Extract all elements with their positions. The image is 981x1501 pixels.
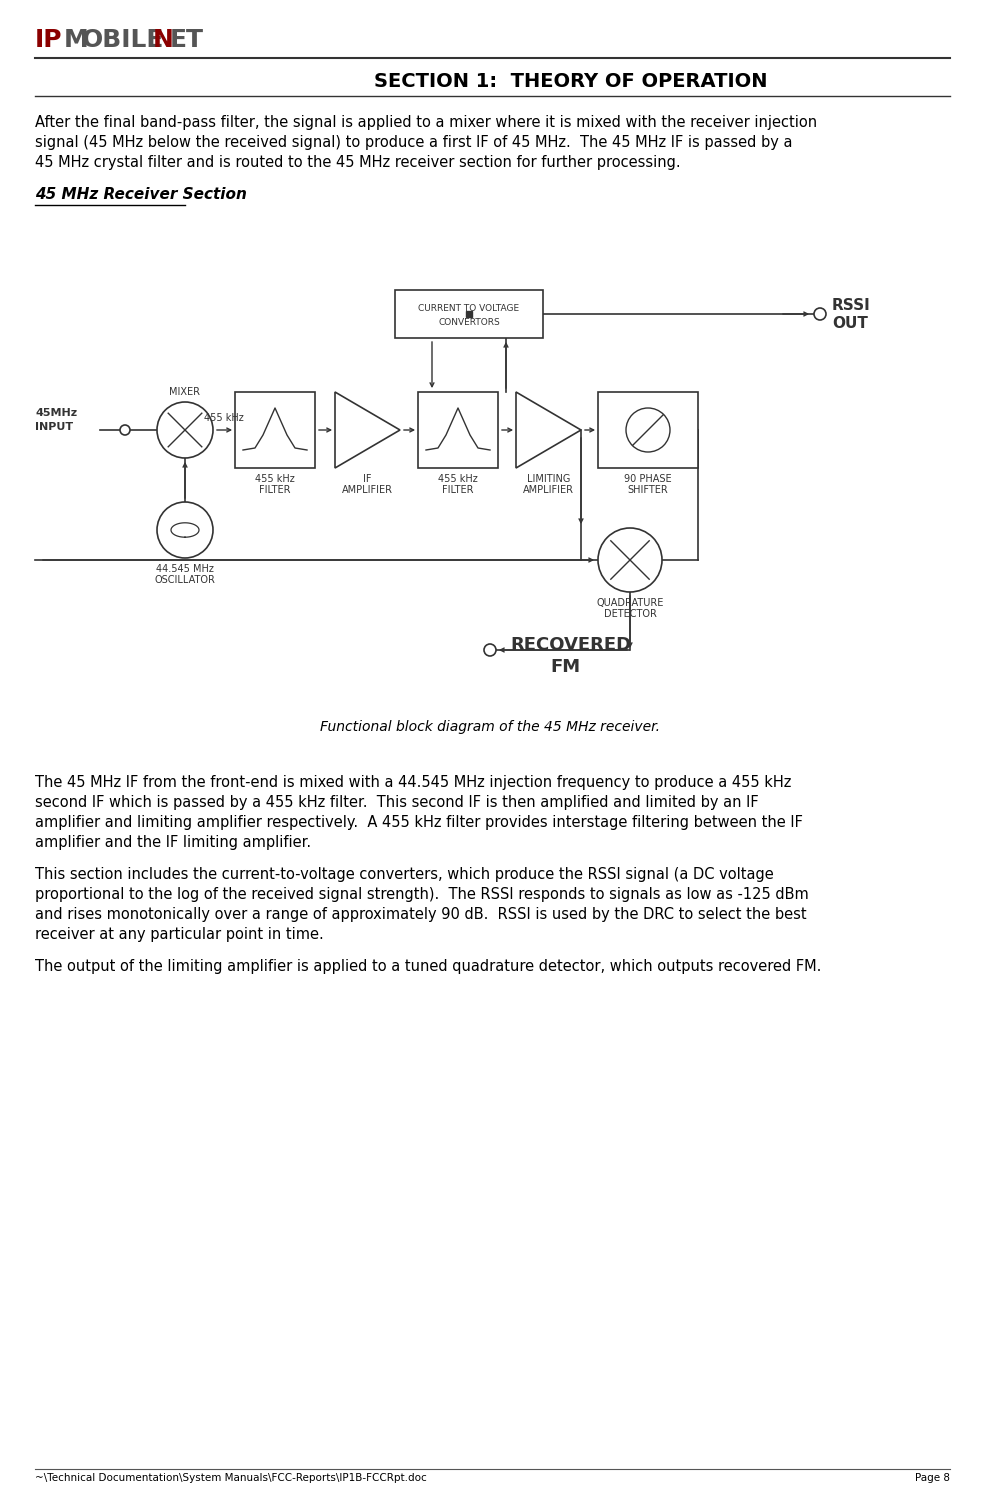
Circle shape	[157, 402, 213, 458]
Text: This section includes the current-to-voltage converters, which produce the RSSI : This section includes the current-to-vol…	[35, 868, 774, 883]
Text: Page 8: Page 8	[915, 1472, 950, 1483]
Bar	[395, 290, 543, 338]
Text: 455 kHz: 455 kHz	[439, 474, 478, 483]
Circle shape	[157, 501, 213, 558]
Bar	[598, 392, 698, 468]
Text: 44.545 MHz: 44.545 MHz	[156, 564, 214, 573]
Text: INPUT: INPUT	[35, 422, 74, 432]
Text: OSCILLATOR: OSCILLATOR	[155, 575, 216, 585]
Text: 90 PHASE: 90 PHASE	[624, 474, 672, 483]
Circle shape	[484, 644, 496, 656]
Text: ET: ET	[170, 29, 204, 53]
Bar	[418, 392, 498, 468]
Text: N: N	[153, 29, 174, 53]
Text: and rises monotonically over a range of approximately 90 dB.  RSSI is used by th: and rises monotonically over a range of …	[35, 907, 806, 922]
Text: FILTER: FILTER	[442, 485, 474, 495]
Text: FILTER: FILTER	[259, 485, 290, 495]
Circle shape	[626, 408, 670, 452]
Text: RECOVERED: RECOVERED	[510, 636, 631, 654]
Circle shape	[814, 308, 826, 320]
Text: 45 MHz crystal filter and is routed to the 45 MHz receiver section for further p: 45 MHz crystal filter and is routed to t…	[35, 155, 681, 170]
Text: ~\Technical Documentation\System Manuals\FCC-Reports\IP1B-FCCRpt.doc: ~\Technical Documentation\System Manuals…	[35, 1472, 427, 1483]
Text: SECTION 1:  THEORY OF OPERATION: SECTION 1: THEORY OF OPERATION	[374, 72, 767, 92]
Text: OUT: OUT	[832, 317, 868, 332]
Text: AMPLIFIER: AMPLIFIER	[523, 485, 574, 495]
Text: signal (45 MHz below the received signal) to produce a first IF of 45 MHz.  The : signal (45 MHz below the received signal…	[35, 135, 793, 150]
Bar	[235, 392, 315, 468]
Text: CURRENT TO VOLTAGE: CURRENT TO VOLTAGE	[419, 305, 520, 314]
Polygon shape	[516, 392, 581, 468]
Text: DETECTOR: DETECTOR	[603, 609, 656, 618]
Text: 45 MHz Receiver Section: 45 MHz Receiver Section	[35, 188, 247, 203]
Text: CONVERTORS: CONVERTORS	[439, 318, 500, 327]
Text: QUADRATURE: QUADRATURE	[596, 597, 664, 608]
Text: 455 kHz: 455 kHz	[255, 474, 295, 483]
Text: The output of the limiting amplifier is applied to a tuned quadrature detector, : The output of the limiting amplifier is …	[35, 959, 821, 974]
Text: SHIFTER: SHIFTER	[628, 485, 668, 495]
Circle shape	[598, 528, 662, 591]
Text: IP: IP	[35, 29, 63, 53]
Text: AMPLIFIER: AMPLIFIER	[342, 485, 393, 495]
Text: RSSI: RSSI	[832, 299, 871, 314]
Text: 455 kHz: 455 kHz	[204, 413, 244, 423]
Text: amplifier and the IF limiting amplifier.: amplifier and the IF limiting amplifier.	[35, 835, 311, 850]
Text: Functional block diagram of the 45 MHz receiver.: Functional block diagram of the 45 MHz r…	[321, 720, 660, 734]
Text: OBILE: OBILE	[82, 29, 165, 53]
Text: After the final band-pass filter, the signal is applied to a mixer where it is m: After the final band-pass filter, the si…	[35, 116, 817, 131]
Text: IF: IF	[363, 474, 372, 483]
Text: The 45 MHz IF from the front-end is mixed with a 44.545 MHz injection frequency : The 45 MHz IF from the front-end is mixe…	[35, 775, 792, 790]
Text: second IF which is passed by a 455 kHz filter.  This second IF is then amplified: second IF which is passed by a 455 kHz f…	[35, 796, 758, 811]
Text: M: M	[64, 29, 88, 53]
Text: proportional to the log of the received signal strength).  The RSSI responds to : proportional to the log of the received …	[35, 887, 808, 902]
Text: 45MHz: 45MHz	[35, 408, 77, 417]
Polygon shape	[335, 392, 400, 468]
Text: MIXER: MIXER	[170, 387, 200, 396]
Circle shape	[120, 425, 130, 435]
Text: LIMITING: LIMITING	[527, 474, 570, 483]
Text: amplifier and limiting amplifier respectively.  A 455 kHz filter provides inters: amplifier and limiting amplifier respect…	[35, 815, 802, 830]
Text: FM: FM	[550, 657, 580, 675]
Text: receiver at any particular point in time.: receiver at any particular point in time…	[35, 928, 324, 943]
